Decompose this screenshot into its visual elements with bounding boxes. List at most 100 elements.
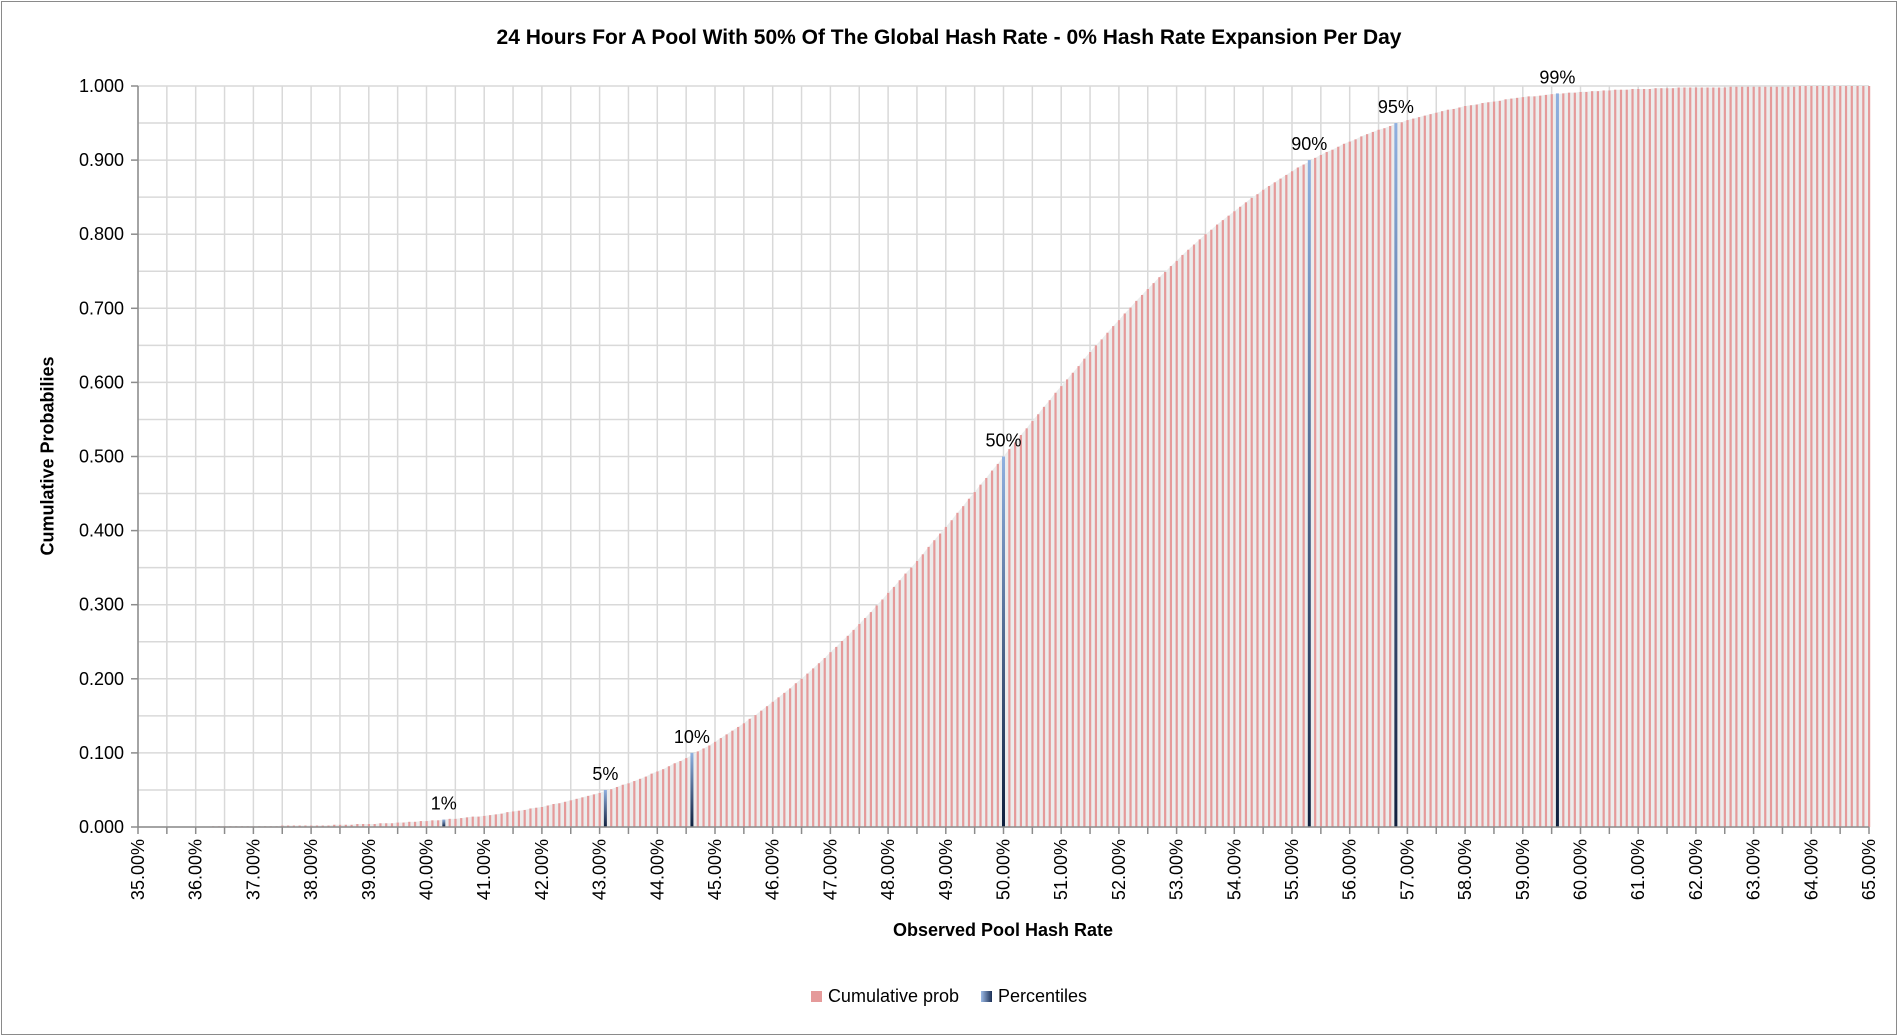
cumulative-bar <box>1198 239 1201 828</box>
cumulative-bar <box>431 820 434 827</box>
cumulative-bar <box>1752 86 1755 828</box>
cumulative-bar <box>419 821 422 827</box>
y-tick-label: 1.000 <box>79 76 124 96</box>
cumulative-bar <box>1441 111 1444 828</box>
cumulative-bar <box>990 470 994 827</box>
cumulative-bar <box>1492 101 1496 828</box>
x-tick-label: 38.00% <box>301 839 321 900</box>
cumulative-bar <box>835 646 838 827</box>
cumulative-bar <box>1221 220 1224 828</box>
cumulative-bar <box>1325 151 1328 828</box>
cumulative-bar <box>471 816 474 827</box>
cumulative-bar <box>1792 86 1796 828</box>
cumulative-bar <box>742 723 746 827</box>
cumulative-bar <box>1192 244 1196 828</box>
y-tick-label: 0.500 <box>79 447 124 467</box>
cumulative-bar <box>425 821 428 827</box>
cumulative-bars <box>212 86 1871 828</box>
cumulative-bar <box>1804 86 1807 827</box>
x-tick-label: 49.00% <box>936 839 956 900</box>
cumulative-bar <box>1054 392 1057 827</box>
x-tick-label: 59.00% <box>1513 839 1533 900</box>
cumulative-bar <box>1400 122 1403 827</box>
cumulative-bar <box>610 789 613 827</box>
cumulative-bar <box>1117 320 1121 827</box>
cumulative-bar <box>910 567 913 827</box>
cumulative-bar <box>546 805 549 827</box>
cumulative-bar <box>1291 171 1294 828</box>
x-tick-label: 63.00% <box>1744 839 1764 900</box>
cumulative-bar <box>1233 211 1236 827</box>
cumulative-bar <box>1210 229 1213 827</box>
cumulative-bar <box>1741 86 1744 828</box>
cumulative-bar <box>1019 435 1023 827</box>
x-tick-label: 51.00% <box>1051 839 1071 900</box>
cumulative-bar <box>1775 86 1778 828</box>
cumulative-bar <box>373 824 376 827</box>
cumulative-bar <box>679 761 682 827</box>
cumulative-bar <box>904 573 907 827</box>
cumulative-bar <box>864 618 867 827</box>
cumulative-bar <box>1689 87 1692 828</box>
cumulative-bar <box>1694 87 1698 828</box>
cumulative-bar <box>915 560 919 827</box>
cumulative-bar <box>921 554 924 827</box>
cumulative-bar <box>615 786 619 827</box>
cumulative-bar <box>892 586 896 827</box>
cumulative-bar <box>1348 141 1351 827</box>
cumulative-bar <box>962 506 965 827</box>
cumulative-bar <box>887 592 890 827</box>
cumulative-bar <box>488 815 492 827</box>
y-tick-label: 0.900 <box>79 150 124 170</box>
cumulative-bar <box>1215 224 1219 827</box>
cumulative-bar <box>1129 307 1132 828</box>
cumulative-bar <box>1406 120 1409 827</box>
cumulative-bar <box>1227 215 1230 828</box>
cumulative-bar <box>598 792 601 827</box>
y-tick-label: 0.100 <box>79 743 124 763</box>
cumulative-bar <box>1065 379 1069 827</box>
cumulative-bar <box>1383 128 1386 827</box>
x-tick-label: 46.00% <box>763 839 783 900</box>
cumulative-bar <box>673 763 676 827</box>
percentile-label: 95% <box>1378 97 1414 117</box>
cumulative-bar <box>1562 93 1565 827</box>
cumulative-bar <box>460 818 463 827</box>
cumulative-bar <box>1164 271 1167 828</box>
cumulative-bar <box>1625 89 1628 827</box>
cumulative-bar <box>1112 326 1115 827</box>
cumulative-bar <box>881 599 884 827</box>
cumulative-bar <box>1412 118 1415 827</box>
x-tick-label: 62.00% <box>1686 839 1706 900</box>
cumulative-bar <box>1267 186 1271 827</box>
y-tick-label: 0.400 <box>79 521 124 541</box>
cumulative-bar <box>483 815 486 827</box>
cumulative-bar <box>552 804 555 827</box>
y-tick-label: 0.200 <box>79 669 124 689</box>
cumulative-bar <box>1544 94 1548 828</box>
cumulative-bar <box>939 533 942 827</box>
cumulative-bar <box>540 806 544 827</box>
legend-item-percentiles: Percentiles <box>981 986 1087 1007</box>
cumulative-bar <box>517 810 521 827</box>
cumulative-bar <box>396 822 399 827</box>
cumulative-bar <box>1417 117 1421 827</box>
cumulative-bar <box>765 706 769 827</box>
cumulative-bar <box>1764 86 1767 828</box>
cumulative-bar <box>1816 86 1819 827</box>
cumulative-bar <box>817 663 821 827</box>
cumulative-bar <box>1048 400 1051 827</box>
cumulative-bar <box>650 773 653 827</box>
cumulative-bar <box>852 629 855 827</box>
cumulative-bar <box>1683 87 1686 828</box>
percentile-bar <box>690 752 694 827</box>
cumulative-bar <box>979 484 982 827</box>
cumulative-bar <box>1071 372 1074 827</box>
cumulative-bar <box>783 692 786 827</box>
cumulative-bar <box>529 808 532 827</box>
cumulative-bar <box>1187 249 1190 828</box>
cumulative-bar <box>1504 99 1507 827</box>
cumulative-bar <box>1429 114 1432 827</box>
cumulative-bar <box>800 678 803 827</box>
